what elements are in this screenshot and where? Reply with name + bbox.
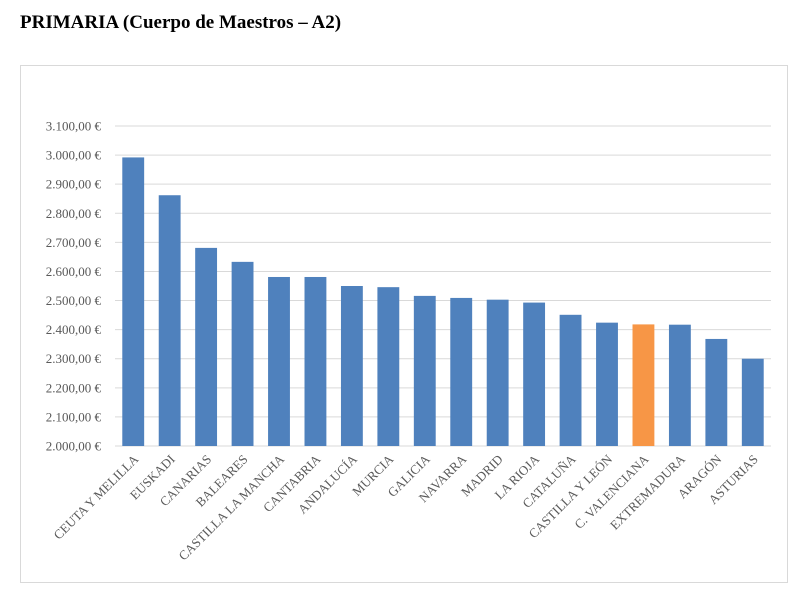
y-tick-label: 2.800,00 €: [46, 206, 102, 221]
bar-ceuta-y-melilla: [122, 157, 145, 446]
y-tick-label: 2.500,00 €: [46, 293, 102, 308]
y-tick-label: 2.400,00 €: [46, 322, 102, 337]
bars: [122, 157, 764, 446]
bar-murcia: [377, 287, 400, 446]
bar-andaluc-a: [340, 286, 363, 446]
bar-asturias: [741, 358, 764, 446]
bar-castilla-y-le-n: [596, 322, 618, 446]
bar-baleares: [231, 261, 254, 446]
y-tick-label: 2.000,00 €: [46, 439, 102, 454]
bar-canarias: [195, 247, 218, 446]
bar-c-valenciana: [632, 324, 655, 446]
x-axis-labels: CEUTA Y MELILLAEUSKADICANARIASBALEARESCA…: [50, 451, 760, 563]
bar-madrid: [486, 299, 509, 446]
bar-catalu-a: [559, 314, 582, 446]
y-tick-label: 2.200,00 €: [46, 380, 102, 395]
bar-castilla-la-mancha: [268, 276, 290, 446]
y-tick-label: 2.900,00 €: [46, 177, 102, 192]
page-title: PRIMARIA (Cuerpo de Maestros – A2): [20, 12, 342, 33]
chart-frame: 2.000,00 € 2.100,00 € 2.200,00 € 2.300,00 €…: [20, 65, 788, 583]
bar-arag-n: [705, 338, 728, 446]
bar-extremadura: [668, 324, 691, 446]
bar-cantabria: [304, 276, 327, 446]
y-tick-label: 2.100,00 €: [46, 409, 102, 424]
y-tick-label: 2.300,00 €: [46, 351, 102, 366]
gridlines: [115, 125, 771, 447]
y-axis-ticks: 2.000,00 € 2.100,00 € 2.200,00 € 2.300,00 €…: [46, 119, 102, 454]
y-tick-label: 3.000,00 €: [46, 148, 102, 163]
x-category-label: CEUTA Y MELILLA: [50, 451, 141, 542]
bar-euskadi: [158, 195, 181, 446]
y-tick-label: 2.700,00 €: [46, 235, 102, 250]
bar-chart: 2.000,00 € 2.100,00 € 2.200,00 € 2.300,00 €…: [46, 119, 771, 563]
bar-la-rioja: [523, 302, 546, 446]
y-tick-label: 2.600,00 €: [46, 264, 102, 279]
y-tick-label: 3.100,00 €: [46, 119, 102, 134]
bar-navarra: [450, 297, 473, 446]
bar-galicia: [413, 295, 436, 446]
